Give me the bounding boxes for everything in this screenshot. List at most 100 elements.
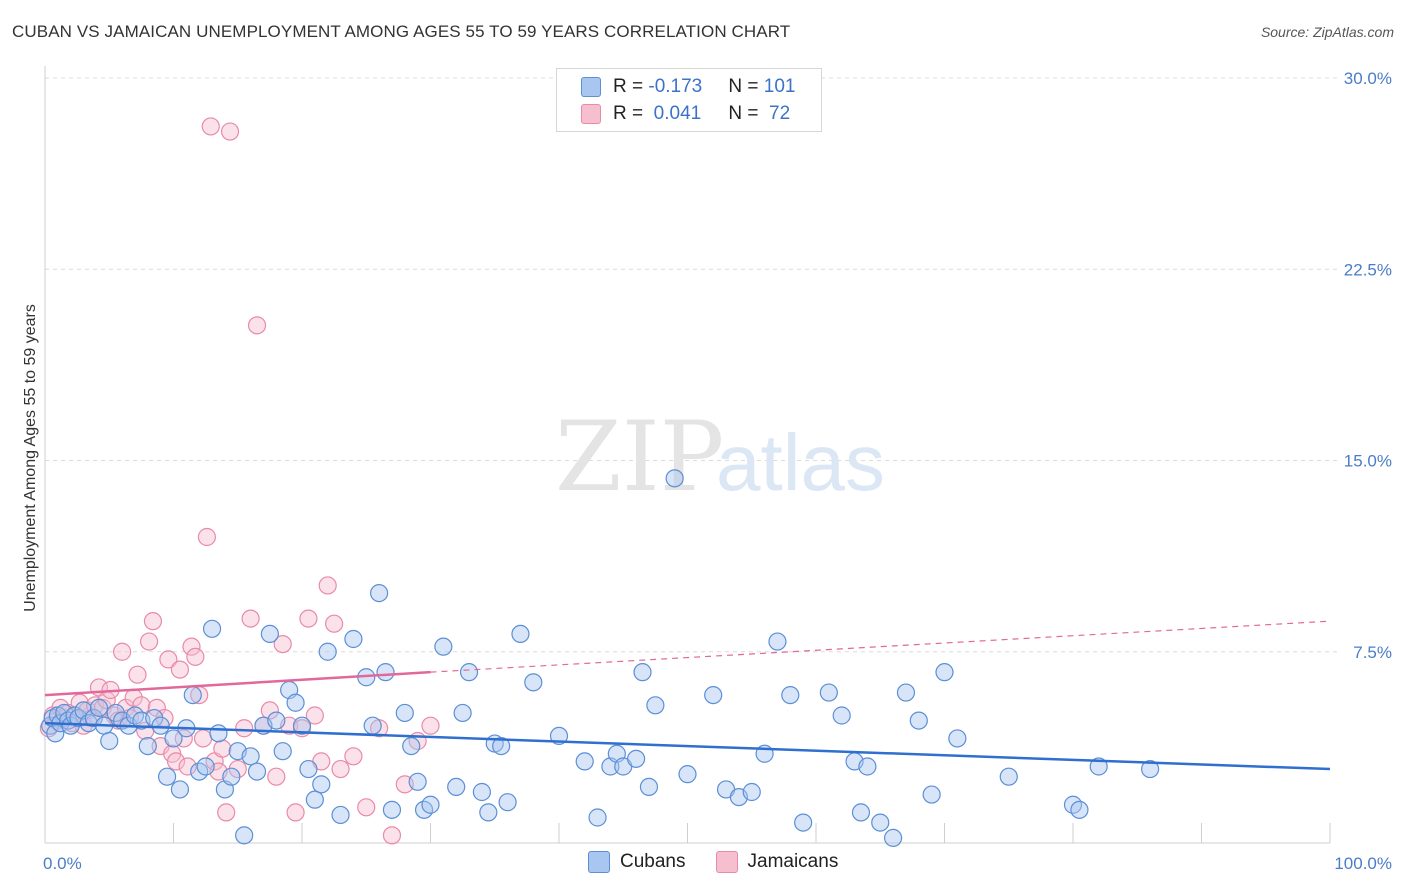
cubans-point bbox=[402, 736, 421, 756]
jamaicans-point bbox=[267, 767, 286, 786]
cubans-point bbox=[479, 803, 498, 822]
legend-n-label: N = bbox=[728, 103, 764, 124]
cubans-point bbox=[170, 780, 190, 799]
cubans-point bbox=[292, 716, 312, 735]
x-tick-label: 0.0% bbox=[43, 854, 82, 873]
cubans-point bbox=[511, 624, 530, 644]
cubans-swatch bbox=[581, 77, 601, 97]
cubans-point bbox=[633, 663, 652, 682]
legend-item-jamaicans[interactable]: Jamaicans bbox=[715, 851, 839, 873]
jamaicans-point bbox=[273, 634, 292, 654]
jamaicans-point bbox=[305, 706, 324, 725]
jamaicans-point bbox=[220, 122, 240, 141]
jamaicans-legend-swatch bbox=[715, 851, 738, 873]
legend-r-value: 0.041 bbox=[648, 103, 702, 124]
cubans-point bbox=[79, 714, 98, 733]
y-tick-label: 22.5% bbox=[1344, 260, 1392, 279]
cubans-point bbox=[100, 731, 119, 751]
cubans-point bbox=[832, 706, 851, 725]
y-tick-label: 15.0% bbox=[1344, 452, 1392, 471]
cubans-point bbox=[138, 736, 157, 756]
cubans-point bbox=[858, 757, 877, 776]
watermark-atlas: atlas bbox=[716, 418, 885, 507]
cubans-point bbox=[434, 637, 453, 656]
cubans-point bbox=[241, 747, 260, 766]
jamaicans-trend-extension bbox=[430, 620, 1331, 673]
cubans-point bbox=[151, 716, 170, 735]
jamaicans-point bbox=[241, 609, 260, 628]
source-label: Source: ZipAtlas.com bbox=[1260, 24, 1394, 40]
cubans-point bbox=[1070, 800, 1089, 819]
cubans-point bbox=[382, 800, 402, 819]
y-tick-label: 30.0% bbox=[1344, 69, 1392, 88]
cubans-point bbox=[196, 757, 215, 776]
legend-row-jamaicans: R = 0.041 N = 72 bbox=[581, 102, 790, 126]
cubans-point bbox=[781, 685, 800, 705]
jamaicans-point bbox=[166, 752, 186, 771]
cubans-point bbox=[704, 685, 723, 705]
cubans-point bbox=[84, 708, 103, 728]
cubans-point bbox=[267, 711, 286, 730]
cubans-point bbox=[164, 729, 183, 748]
chart-title: CUBAN VS JAMAICAN UNEMPLOYMENT AMONG AGE… bbox=[12, 22, 791, 41]
cubans-point bbox=[639, 777, 659, 797]
jamaicans-point bbox=[213, 739, 232, 758]
cubans-point bbox=[61, 716, 80, 735]
jamaicans-point bbox=[421, 716, 440, 735]
cubans-point bbox=[370, 583, 389, 603]
cubans-point bbox=[1140, 759, 1160, 779]
cubans-point bbox=[498, 793, 517, 812]
legend-r-label: R = bbox=[613, 76, 649, 97]
jamaicans-legend-label: Jamaicans bbox=[747, 851, 839, 872]
legend-n-label: N = bbox=[728, 76, 764, 97]
cubans-point bbox=[472, 782, 491, 802]
jamaicans-point bbox=[247, 316, 267, 335]
cubans-point bbox=[312, 775, 331, 794]
y-axis-label: Unemployment Among Ages 55 to 59 years bbox=[22, 304, 39, 612]
jamaicans-point bbox=[325, 614, 344, 633]
cubans-points bbox=[41, 469, 1160, 848]
cubans-point bbox=[299, 759, 318, 779]
cubans-point bbox=[999, 767, 1018, 786]
cubans-point bbox=[492, 736, 511, 756]
jamaicans-point bbox=[193, 729, 213, 748]
cubans-point bbox=[305, 790, 324, 809]
jamaicans-point bbox=[186, 647, 205, 666]
jamaicans-point bbox=[357, 798, 376, 817]
legend-n-value: 72 bbox=[763, 103, 791, 124]
legend-item-cubans[interactable]: Cubans bbox=[588, 851, 686, 873]
cubans-point bbox=[646, 696, 665, 715]
jamaicans-point bbox=[143, 612, 163, 631]
jamaicans-point bbox=[139, 632, 159, 651]
cubans-point bbox=[909, 711, 928, 730]
cubans-point bbox=[344, 629, 363, 649]
jamaicans-point bbox=[132, 696, 151, 715]
cubans-point bbox=[202, 619, 222, 638]
jamaicans-point bbox=[178, 757, 197, 776]
cubans-point bbox=[871, 813, 890, 832]
cubans-trend-line bbox=[44, 721, 1331, 771]
jamaicans-swatch bbox=[581, 104, 601, 124]
y-tick-label: 7.5% bbox=[1353, 643, 1392, 662]
cubans-point bbox=[794, 813, 813, 832]
cubans-point bbox=[447, 777, 466, 797]
cubans-point bbox=[742, 782, 761, 802]
jamaicans-point bbox=[286, 803, 305, 822]
jamaicans-point bbox=[170, 660, 190, 679]
cubans-point bbox=[421, 795, 440, 814]
cubans-point bbox=[209, 724, 228, 743]
cubans-point bbox=[896, 683, 916, 702]
cubans-point bbox=[286, 693, 305, 712]
cubans-point bbox=[768, 632, 787, 651]
cubans-point bbox=[665, 469, 684, 488]
cubans-point bbox=[363, 716, 382, 735]
jamaicans-point bbox=[382, 826, 402, 845]
cubans-legend-swatch bbox=[588, 851, 610, 873]
cubans-point bbox=[395, 703, 414, 723]
legend-r-value: -0.173 bbox=[648, 76, 703, 97]
jamaicans-point bbox=[182, 637, 201, 656]
jamaicans-point bbox=[197, 527, 217, 547]
cubans-point bbox=[222, 767, 241, 786]
cubans-point bbox=[819, 683, 838, 702]
cubans-point bbox=[157, 767, 177, 786]
